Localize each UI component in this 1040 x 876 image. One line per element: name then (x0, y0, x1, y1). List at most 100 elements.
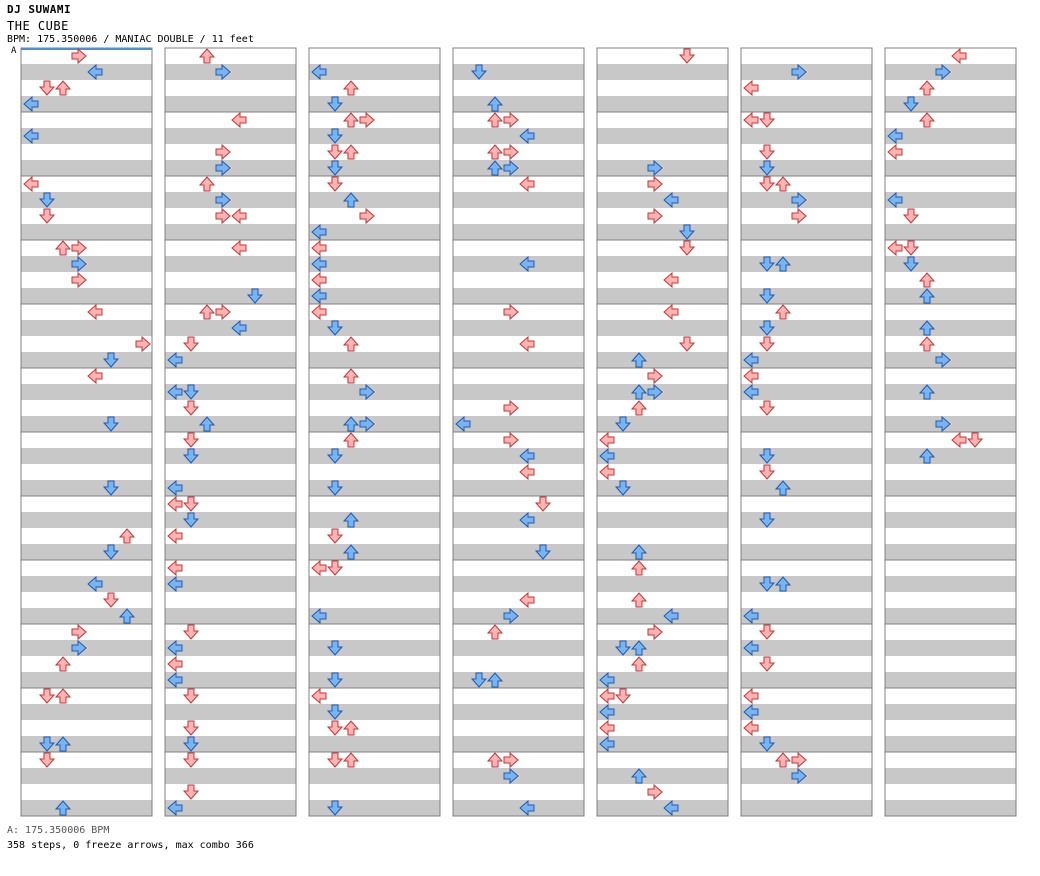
gray-band (165, 480, 296, 496)
gray-band (597, 288, 728, 304)
gray-band (741, 704, 872, 720)
gray-band (21, 160, 152, 176)
up-arrow-icon (199, 176, 215, 192)
gray-band (453, 672, 584, 688)
gray-band (165, 352, 296, 368)
up-arrow-icon (119, 528, 135, 544)
down-arrow-icon (679, 48, 695, 64)
left-arrow-icon (519, 464, 535, 480)
gray-band (741, 576, 872, 592)
gray-band (741, 64, 872, 80)
gray-band (741, 768, 872, 784)
gray-band (309, 384, 440, 400)
gray-band (885, 544, 1016, 560)
right-arrow-icon (359, 208, 375, 224)
down-arrow-icon (327, 144, 343, 160)
right-arrow-icon (647, 176, 663, 192)
gray-band (21, 768, 152, 784)
right-arrow-icon (647, 784, 663, 800)
gray-band (309, 224, 440, 240)
gray-band (309, 608, 440, 624)
gray-band (309, 640, 440, 656)
gray-band (309, 672, 440, 688)
down-arrow-icon (39, 752, 55, 768)
gray-band (21, 288, 152, 304)
left-arrow-icon (743, 368, 759, 384)
gray-band (597, 64, 728, 80)
gray-band (885, 608, 1016, 624)
left-arrow-icon (311, 688, 327, 704)
gray-band (165, 576, 296, 592)
down-arrow-icon (39, 208, 55, 224)
right-arrow-icon (503, 144, 519, 160)
gray-band (165, 256, 296, 272)
up-arrow-icon (55, 656, 71, 672)
down-arrow-icon (679, 240, 695, 256)
down-arrow-icon (183, 688, 199, 704)
gray-band (885, 128, 1016, 144)
gray-band (741, 736, 872, 752)
gray-band (741, 544, 872, 560)
left-arrow-icon (743, 112, 759, 128)
up-arrow-icon (631, 400, 647, 416)
down-arrow-icon (759, 112, 775, 128)
gray-band (309, 768, 440, 784)
up-arrow-icon (343, 144, 359, 160)
footer-bpm: A: 175.350006 BPM (7, 825, 110, 836)
gray-band (309, 256, 440, 272)
gray-band (165, 64, 296, 80)
up-arrow-icon (487, 624, 503, 640)
up-arrow-icon (55, 688, 71, 704)
gray-band (741, 128, 872, 144)
left-arrow-icon (519, 592, 535, 608)
gray-band (309, 448, 440, 464)
left-arrow-icon (663, 304, 679, 320)
artist-name: DJ SUWAMI (7, 3, 72, 16)
gray-band (741, 288, 872, 304)
up-arrow-icon (775, 176, 791, 192)
gray-band (165, 640, 296, 656)
left-arrow-icon (519, 176, 535, 192)
gray-band (21, 672, 152, 688)
down-arrow-icon (327, 752, 343, 768)
gray-band (741, 256, 872, 272)
gray-band (165, 288, 296, 304)
gray-band (453, 352, 584, 368)
gray-band (885, 448, 1016, 464)
down-arrow-icon (759, 176, 775, 192)
right-arrow-icon (647, 208, 663, 224)
down-arrow-icon (39, 80, 55, 96)
gray-band (741, 608, 872, 624)
up-arrow-icon (199, 304, 215, 320)
left-arrow-icon (311, 560, 327, 576)
left-arrow-icon (743, 720, 759, 736)
gray-band (165, 96, 296, 112)
left-arrow-icon (311, 240, 327, 256)
gray-band (165, 512, 296, 528)
gray-band (309, 128, 440, 144)
gray-band (597, 800, 728, 816)
gray-band (741, 480, 872, 496)
gray-band (165, 160, 296, 176)
chart-column-frame (452, 47, 585, 817)
right-arrow-icon (71, 272, 87, 288)
left-arrow-icon (743, 80, 759, 96)
up-arrow-icon (343, 80, 359, 96)
up-arrow-icon (919, 272, 935, 288)
gray-band (885, 288, 1016, 304)
gray-band (309, 480, 440, 496)
gray-band (21, 384, 152, 400)
gray-band (885, 736, 1016, 752)
left-arrow-icon (311, 272, 327, 288)
gray-band (885, 672, 1016, 688)
gray-band (885, 384, 1016, 400)
gray-band (453, 320, 584, 336)
gray-band (597, 640, 728, 656)
gray-band (165, 192, 296, 208)
gray-band (597, 224, 728, 240)
gray-band (165, 736, 296, 752)
gray-band (21, 64, 152, 80)
gray-band (597, 128, 728, 144)
gray-band (453, 288, 584, 304)
